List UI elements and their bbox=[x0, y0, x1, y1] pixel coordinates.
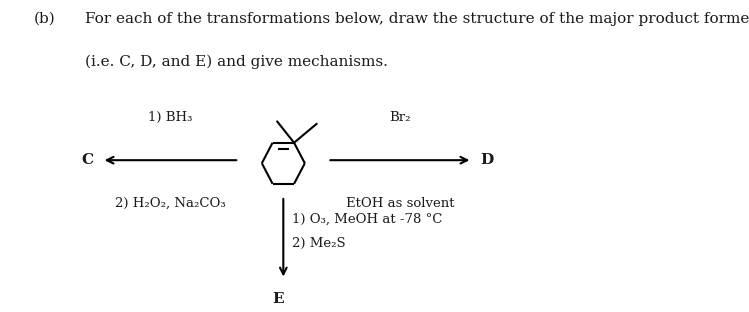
Text: 1) O₃, MeOH at -78 °C: 1) O₃, MeOH at -78 °C bbox=[292, 213, 442, 226]
Text: Br₂: Br₂ bbox=[389, 110, 410, 124]
Text: E: E bbox=[272, 292, 283, 306]
Text: C: C bbox=[81, 153, 94, 167]
Text: (i.e. C, D, and E) and give mechanisms.: (i.e. C, D, and E) and give mechanisms. bbox=[85, 55, 388, 69]
Text: D: D bbox=[481, 153, 494, 167]
Text: 2) H₂O₂, Na₂CO₃: 2) H₂O₂, Na₂CO₃ bbox=[115, 197, 225, 210]
Text: For each of the transformations below, draw the structure of the major product f: For each of the transformations below, d… bbox=[85, 12, 749, 26]
Text: (b): (b) bbox=[34, 12, 55, 26]
Text: 2) Me₂S: 2) Me₂S bbox=[292, 237, 345, 250]
Text: EtOH as solvent: EtOH as solvent bbox=[345, 197, 454, 210]
Text: 1) BH₃: 1) BH₃ bbox=[148, 110, 192, 124]
